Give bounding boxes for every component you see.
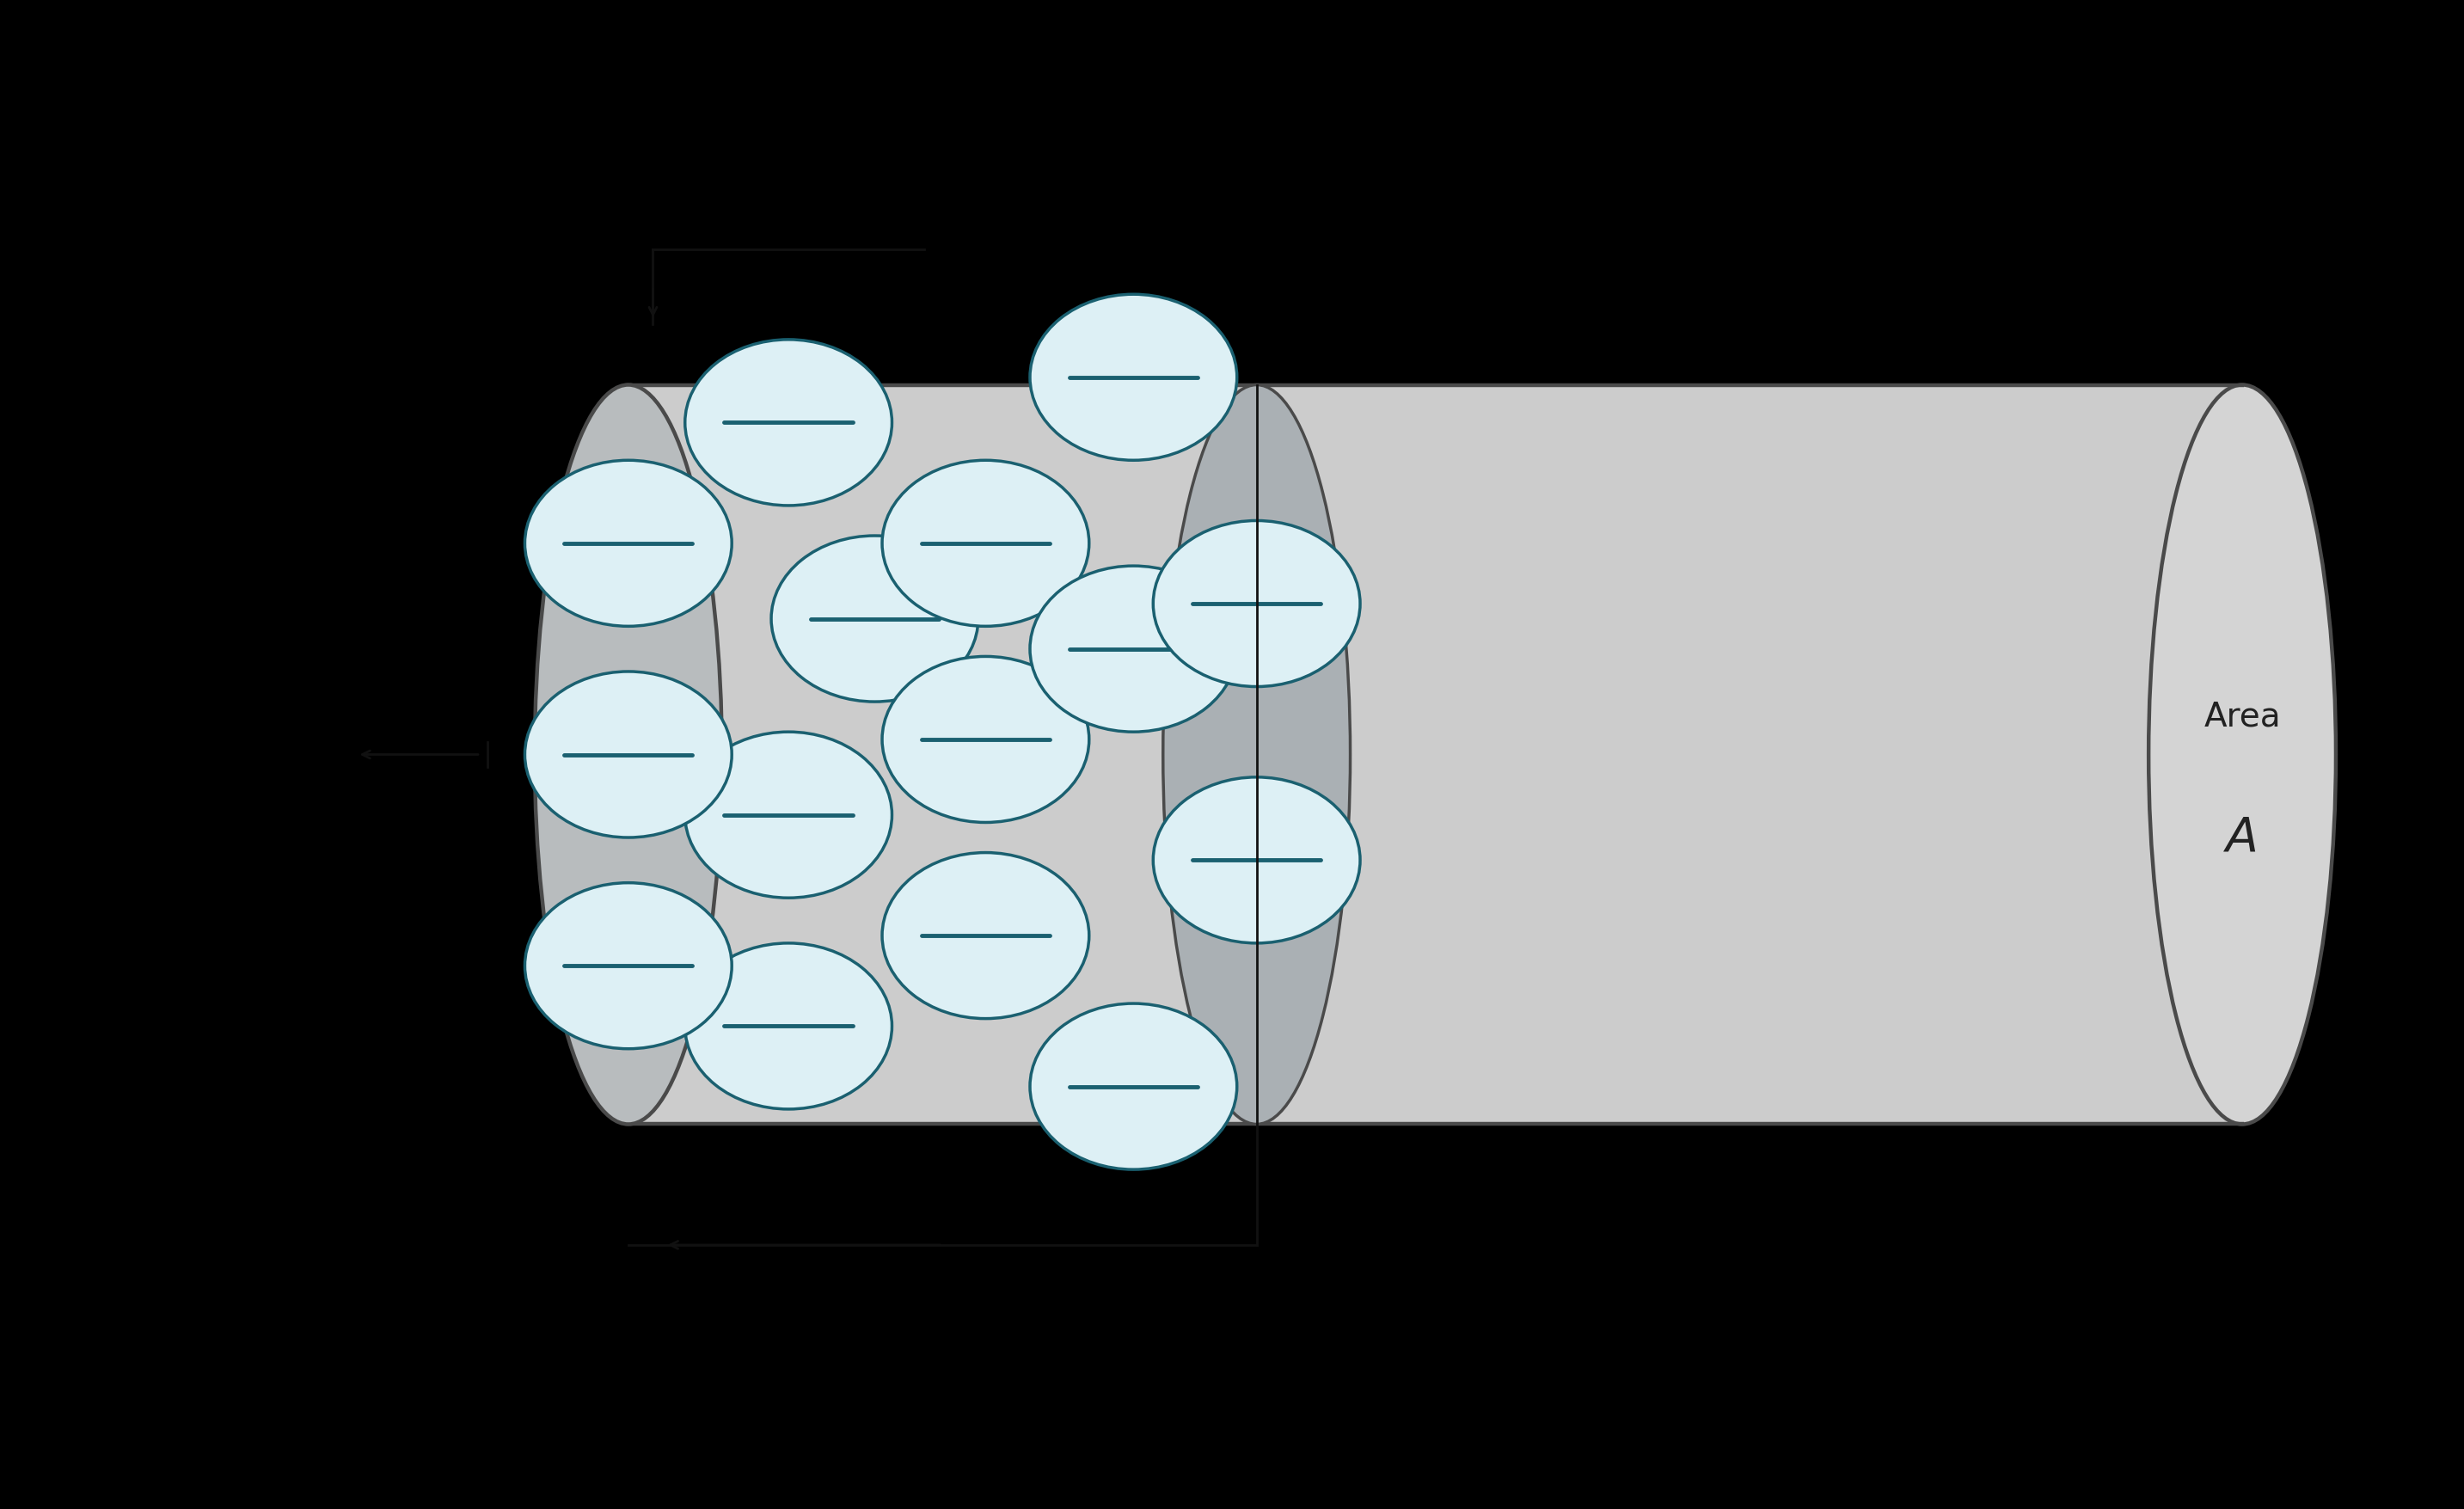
Ellipse shape xyxy=(685,732,892,898)
Text: A: A xyxy=(2225,815,2259,860)
Ellipse shape xyxy=(685,943,892,1109)
Ellipse shape xyxy=(1030,294,1237,460)
Ellipse shape xyxy=(882,460,1089,626)
Ellipse shape xyxy=(1153,777,1360,943)
Ellipse shape xyxy=(2149,385,2336,1124)
Ellipse shape xyxy=(525,672,732,837)
Ellipse shape xyxy=(1030,1003,1237,1169)
Ellipse shape xyxy=(685,340,892,506)
Ellipse shape xyxy=(1030,566,1237,732)
Polygon shape xyxy=(628,385,2242,1124)
Text: Area: Area xyxy=(2203,700,2282,733)
Ellipse shape xyxy=(882,853,1089,1019)
Ellipse shape xyxy=(771,536,978,702)
Ellipse shape xyxy=(1153,521,1360,687)
Ellipse shape xyxy=(525,883,732,1049)
Ellipse shape xyxy=(1163,385,1350,1124)
Ellipse shape xyxy=(535,385,722,1124)
Ellipse shape xyxy=(525,460,732,626)
Ellipse shape xyxy=(882,656,1089,822)
